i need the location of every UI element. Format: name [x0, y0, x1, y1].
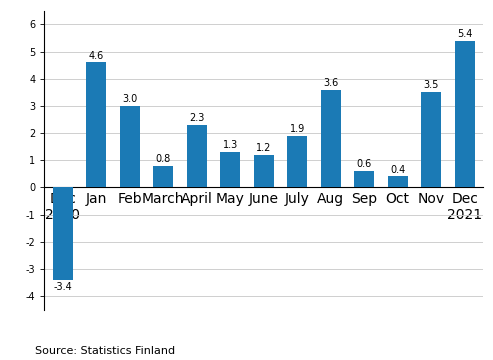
Text: 4.6: 4.6 — [89, 50, 104, 60]
Bar — [421, 92, 441, 187]
Bar — [187, 125, 207, 187]
Bar — [120, 106, 140, 187]
Text: 2.3: 2.3 — [189, 113, 205, 123]
Bar — [153, 166, 174, 187]
Bar — [455, 41, 475, 187]
Text: 0.8: 0.8 — [156, 154, 171, 164]
Bar — [354, 171, 374, 187]
Text: 1.2: 1.2 — [256, 143, 272, 153]
Text: 3.6: 3.6 — [323, 78, 338, 88]
Bar — [220, 152, 240, 187]
Bar — [320, 90, 341, 187]
Text: 0.4: 0.4 — [390, 165, 405, 175]
Bar — [287, 136, 307, 187]
Bar — [387, 176, 408, 187]
Text: 3.5: 3.5 — [423, 80, 439, 90]
Bar — [254, 155, 274, 187]
Bar — [86, 62, 106, 187]
Text: 0.6: 0.6 — [356, 159, 372, 169]
Text: Source: Statistics Finland: Source: Statistics Finland — [35, 346, 175, 356]
Text: 3.0: 3.0 — [122, 94, 138, 104]
Text: 5.4: 5.4 — [457, 29, 472, 39]
Text: -3.4: -3.4 — [53, 282, 72, 292]
Text: 1.9: 1.9 — [289, 124, 305, 134]
Bar — [53, 187, 73, 280]
Text: 1.3: 1.3 — [223, 140, 238, 150]
